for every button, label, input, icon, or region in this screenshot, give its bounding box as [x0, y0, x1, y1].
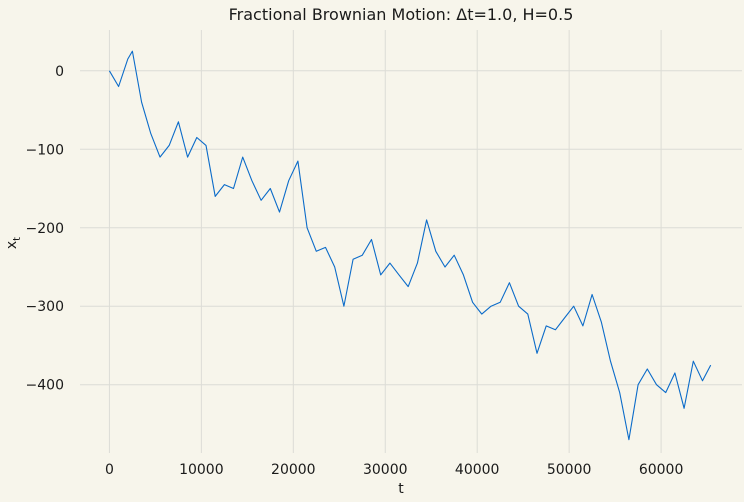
y-tick-label: 0 [55, 64, 64, 80]
x-tick-label: 60000 [639, 462, 684, 478]
plot-area [80, 30, 742, 453]
series-line [108, 50, 712, 441]
x-tick-label: 40000 [455, 462, 500, 478]
grid-lines [80, 30, 742, 453]
y-axis-label-main: x [4, 241, 20, 249]
y-tick-label: −200 [26, 221, 64, 237]
y-axis-label-subscript: t [12, 237, 23, 241]
y-tick-label: −100 [26, 142, 64, 158]
x-tick-label: 50000 [547, 462, 592, 478]
x-tick-label: 10000 [179, 462, 224, 478]
x-tick-label: 20000 [271, 462, 316, 478]
y-tick-label: −300 [26, 299, 64, 315]
tick-labels: 0 10000 20000 30000 40000 50000 60000 0 −100 −200… [26, 64, 684, 478]
x-tick-label: 0 [105, 462, 114, 478]
x-tick-label: 30000 [363, 462, 408, 478]
chart-title: Fractional Brownian Motion: Δt=1.0, H=0.… [229, 5, 574, 24]
x-axis-label: t [398, 481, 404, 497]
y-axis-label: xt [4, 237, 23, 249]
y-tick-label: −400 [26, 378, 64, 394]
